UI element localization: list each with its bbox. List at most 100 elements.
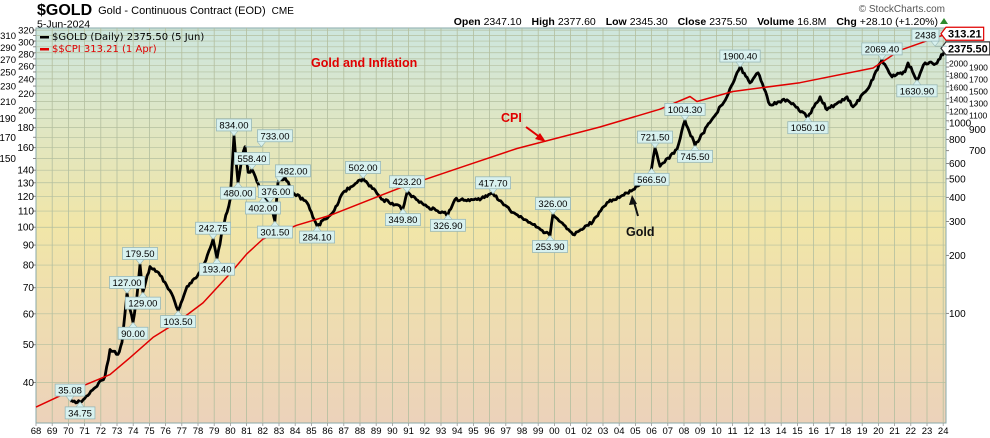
cpi-line xyxy=(35,32,948,408)
point-label: 733.00 xyxy=(244,129,293,148)
point-label: 129.00 xyxy=(124,291,161,310)
left-tick-label: 110 xyxy=(18,207,34,218)
legend: $GOLD (Daily) 2375.50 (5 Jun) $$CPI 313.… xyxy=(40,32,204,55)
point-label: 326.90 xyxy=(430,213,466,232)
ohlc-line: Open 2347.10 High 2377.60 Low 2345.30 Close… xyxy=(454,16,938,28)
label-text: 2438 xyxy=(915,31,936,42)
point-label: 326.00 xyxy=(535,197,571,216)
x-tick-label: 09 xyxy=(695,426,706,437)
label-text: 284.10 xyxy=(303,233,332,244)
label-pointer xyxy=(128,321,138,328)
label-text: 502.00 xyxy=(349,163,378,174)
label-text: 34.75 xyxy=(68,408,92,419)
label-text: 253.90 xyxy=(535,242,564,253)
left-tick-label: 150 xyxy=(0,154,16,165)
copyright: © StockCharts.com xyxy=(859,4,945,15)
x-tick-label: 83 xyxy=(274,426,285,437)
label-pointer xyxy=(135,259,145,265)
x-tick-label: 07 xyxy=(663,426,674,437)
x-tick-label: 20 xyxy=(873,426,884,437)
left-tick-label: 240 xyxy=(18,74,34,85)
x-tick-label: 15 xyxy=(792,426,803,437)
right-tick-label: 1900 xyxy=(969,63,988,73)
label-pointer xyxy=(548,209,558,216)
point-label: 417.70 xyxy=(475,176,511,195)
right-tick-label: 700 xyxy=(969,146,986,157)
left-tick-label: 230 xyxy=(0,82,16,93)
right-tick-label: 900 xyxy=(969,125,986,136)
label-pointer xyxy=(265,197,275,204)
point-label: 179.50 xyxy=(122,247,158,265)
point-label: 1050.10 xyxy=(787,116,829,134)
left-tick-label: 310 xyxy=(0,31,16,42)
label-text: 129.00 xyxy=(128,299,157,310)
tick-leader xyxy=(947,71,950,75)
label-text: 193.40 xyxy=(202,265,231,276)
label-pointer xyxy=(256,141,267,148)
symbol: $GOLD xyxy=(37,2,92,19)
x-tick-label: 06 xyxy=(646,426,657,437)
point-label: 745.50 xyxy=(677,144,713,163)
x-tick-label: 69 xyxy=(47,426,58,437)
left-tick-label: 170 xyxy=(0,133,16,144)
left-tick-label: 270 xyxy=(0,55,16,66)
point-label: 2069.40 xyxy=(861,42,903,61)
left-tick-label: 200 xyxy=(18,105,34,116)
tick-leader xyxy=(32,52,36,55)
tick-leader xyxy=(948,112,969,116)
left-tick-label: 250 xyxy=(0,67,16,78)
left-tick-label: 190 xyxy=(0,114,16,125)
point-label: 349.80 xyxy=(384,208,421,226)
x-tick-label: 90 xyxy=(387,426,398,437)
last-value-tag: 313.21 xyxy=(940,26,985,41)
label-text: 326.00 xyxy=(538,199,567,210)
tick-leader xyxy=(948,98,969,104)
last-value-tags: 313.21 2375.50 xyxy=(940,26,990,56)
x-tick-label: 03 xyxy=(598,426,609,437)
point-label: 721.50 xyxy=(637,130,673,149)
left-tick-label: 280 xyxy=(18,50,34,61)
point-label: 423.20 xyxy=(389,175,425,194)
label-pointer xyxy=(138,291,148,298)
label-pointer xyxy=(247,164,257,170)
label-pointer xyxy=(233,181,243,188)
right-tick-label: 800 xyxy=(949,135,966,146)
point-label: 482.00 xyxy=(256,164,311,183)
label-pointer xyxy=(75,401,85,408)
x-tick-label: 18 xyxy=(841,426,852,437)
x-tick-label: 89 xyxy=(371,426,382,437)
label-text: 90.00 xyxy=(121,329,145,340)
x-tick-label: 13 xyxy=(760,426,771,437)
x-tick-label: 70 xyxy=(63,426,74,437)
x-tick-label: 12 xyxy=(744,426,755,437)
label-box xyxy=(911,28,940,42)
label-pointer xyxy=(398,208,408,214)
x-tick-label: 78 xyxy=(193,426,204,437)
x-tick-label: 79 xyxy=(209,426,220,437)
point-label: 834.00 xyxy=(216,118,252,137)
x-tick-label: 04 xyxy=(614,426,625,437)
left-tick-label: 300 xyxy=(18,38,34,49)
right-tick-label: 100 xyxy=(949,309,966,320)
point-label: 193.40 xyxy=(199,257,235,276)
x-tick-label: 19 xyxy=(857,426,868,437)
chart-title: Gold and Inflation xyxy=(311,56,417,70)
instrument-name: Gold - Continuous Contract (EOD) xyxy=(98,5,266,17)
x-tick-label: 08 xyxy=(679,426,690,437)
label-text: 127.00 xyxy=(113,278,142,289)
label-text: 423.20 xyxy=(392,177,421,188)
x-tick-label: 02 xyxy=(582,426,593,437)
right-tick-label: 400 xyxy=(949,193,966,204)
label-pointer xyxy=(212,257,222,264)
point-label: 253.90 xyxy=(532,234,568,253)
point-label: 34.75 xyxy=(64,401,96,419)
left-tick-label: 120 xyxy=(17,192,34,203)
point-label: 127.00 xyxy=(109,276,145,294)
label-text: 721.50 xyxy=(640,133,669,144)
x-tick-label: 05 xyxy=(630,426,641,437)
point-label: 1900.40 xyxy=(719,49,761,68)
label-pointer xyxy=(270,220,280,227)
label-text: 834.00 xyxy=(219,120,248,131)
last-value-tag: 2375.50 xyxy=(940,41,990,56)
label-pointer xyxy=(208,233,218,240)
